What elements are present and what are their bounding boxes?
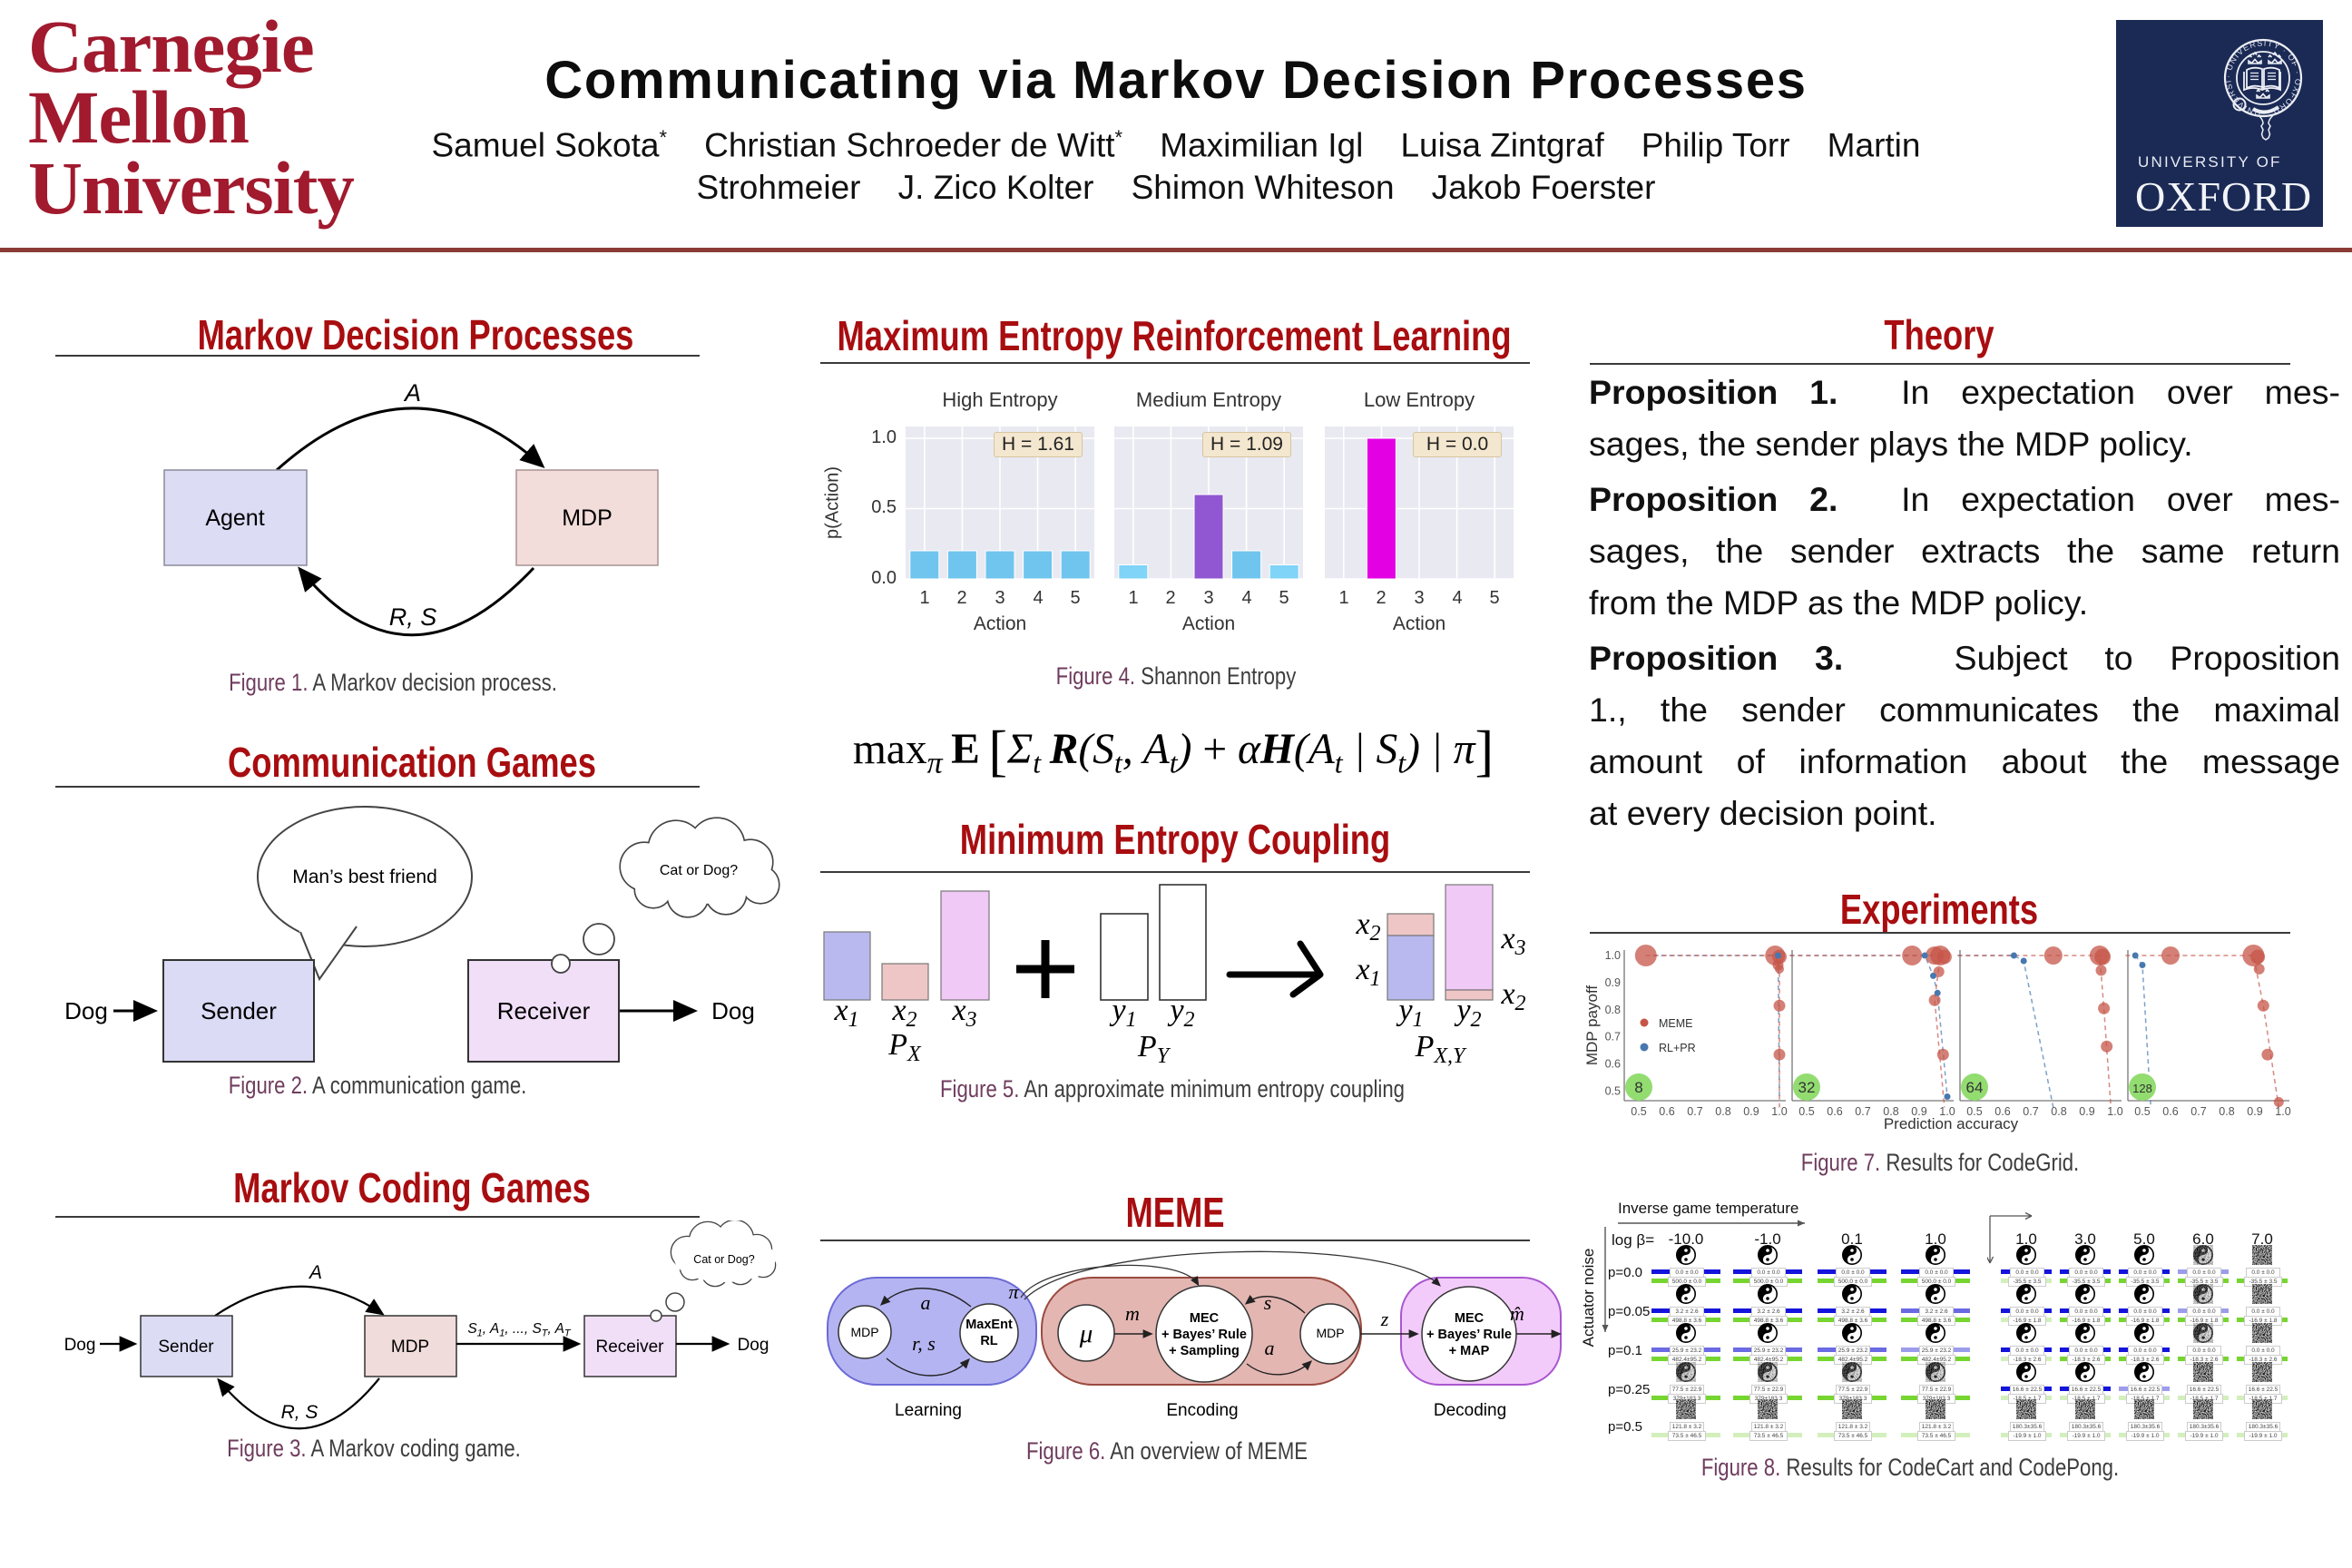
svg-text:0.8: 0.8 <box>1715 1105 1730 1118</box>
svg-text:R, S: R, S <box>281 1402 318 1423</box>
svg-text:y2: y2 <box>1454 994 1481 1032</box>
svg-text:0.6: 0.6 <box>1994 1105 2010 1118</box>
svg-text:0.9: 0.9 <box>2247 1105 2262 1118</box>
svg-text:x2: x2 <box>1500 977 1525 1015</box>
svg-text:+ Bayes’ Rule: + Bayes’ Rule <box>1161 1328 1247 1342</box>
svg-text:RL: RL <box>980 1334 997 1348</box>
svg-text:Learning: Learning <box>895 1401 962 1420</box>
svg-text:Sender: Sender <box>201 997 277 1024</box>
svg-text:+ Bayes’ Rule: + Bayes’ Rule <box>1426 1328 1512 1342</box>
svg-text:Dog: Dog <box>64 997 108 1024</box>
svg-text:0.7: 0.7 <box>1855 1105 1870 1118</box>
svg-text:0.6: 0.6 <box>1605 1058 1621 1071</box>
svg-text:x3: x3 <box>951 994 976 1032</box>
svg-text:s: s <box>1264 1291 1272 1314</box>
svg-text:MEME: MEME <box>1659 1017 1693 1030</box>
svg-text:0.8: 0.8 <box>1605 1004 1621 1016</box>
svg-text:0.5: 0.5 <box>1605 1085 1621 1098</box>
svg-text:r, s: r, s <box>912 1332 936 1355</box>
svg-text:Dog: Dog <box>64 1336 96 1355</box>
svg-text:0.8: 0.8 <box>2051 1105 2066 1118</box>
svg-text:+ Sampling: + Sampling <box>1169 1344 1240 1358</box>
svg-text:0.9: 0.9 <box>1911 1105 1926 1118</box>
svg-text:128: 128 <box>2132 1082 2152 1095</box>
svg-text:0.7: 0.7 <box>1687 1105 1702 1118</box>
svg-text:1.0: 1.0 <box>1939 1105 1955 1118</box>
svg-text:A: A <box>308 1262 322 1283</box>
svg-text:S1, A1, ..., ST, AT: S1, A1, ..., ST, AT <box>467 1321 572 1339</box>
svg-text:MDP: MDP <box>391 1338 429 1357</box>
svg-text:MDP: MDP <box>562 505 612 531</box>
svg-text:1.0: 1.0 <box>2107 1105 2122 1118</box>
svg-text:8: 8 <box>1634 1079 1642 1096</box>
svg-text:Cat or Dog?: Cat or Dog? <box>660 863 738 878</box>
svg-text:0.6: 0.6 <box>1659 1105 1674 1118</box>
svg-text:PX: PX <box>887 1028 922 1066</box>
svg-text:0.9: 0.9 <box>2079 1105 2094 1118</box>
svg-text:Dog: Dog <box>738 1336 769 1355</box>
svg-text:a: a <box>1265 1337 1275 1359</box>
svg-text:1.0: 1.0 <box>1605 949 1621 962</box>
svg-text:0.8: 0.8 <box>2219 1105 2234 1118</box>
svg-text:0.9: 0.9 <box>1605 976 1621 989</box>
svg-text:x1: x1 <box>1355 953 1380 991</box>
svg-text:μ: μ <box>1079 1319 1093 1348</box>
svg-text:0.7: 0.7 <box>2023 1105 2038 1118</box>
svg-text:Cat or Dog?: Cat or Dog? <box>693 1253 754 1266</box>
svg-text:A: A <box>403 379 421 407</box>
svg-text:OXFORD: OXFORD <box>2135 173 2312 220</box>
svg-text:R, S: R, S <box>389 603 437 631</box>
svg-text:0.9: 0.9 <box>1743 1105 1759 1118</box>
svg-text:UNIVERSITY OF: UNIVERSITY OF <box>2138 153 2282 171</box>
svg-text:y1: y1 <box>1396 994 1423 1032</box>
svg-text:Agent: Agent <box>205 505 264 531</box>
svg-text:MaxEnt: MaxEnt <box>965 1318 1013 1332</box>
svg-text:0.7: 0.7 <box>1605 1031 1621 1044</box>
svg-text:64: 64 <box>1966 1079 1984 1096</box>
svg-text:1.0: 1.0 <box>1771 1105 1787 1118</box>
svg-text:RL+PR: RL+PR <box>1659 1042 1696 1054</box>
svg-text:0.5: 0.5 <box>2134 1105 2150 1118</box>
svg-text:0.5: 0.5 <box>1966 1105 1982 1118</box>
svg-text:0.5: 0.5 <box>1798 1105 1814 1118</box>
svg-text:Sender: Sender <box>158 1338 214 1357</box>
svg-text:x2: x2 <box>1355 907 1380 946</box>
svg-text:+ MAP: + MAP <box>1449 1344 1490 1358</box>
svg-text:m: m <box>1125 1302 1140 1325</box>
svg-text:1.0: 1.0 <box>2275 1105 2290 1118</box>
svg-text:0.7: 0.7 <box>2190 1105 2206 1118</box>
svg-text:MEC: MEC <box>1190 1311 1220 1326</box>
svg-text:Encoding: Encoding <box>1166 1401 1238 1420</box>
svg-text:MDP: MDP <box>1316 1326 1344 1340</box>
svg-text:Decoding: Decoding <box>1434 1401 1506 1420</box>
svg-text:m̂: m̂ <box>1510 1302 1524 1325</box>
svg-text:Receiver: Receiver <box>596 1338 665 1357</box>
svg-text:z: z <box>1380 1308 1389 1330</box>
svg-text:x3: x3 <box>1500 922 1525 960</box>
svg-text:PY: PY <box>1137 1030 1171 1068</box>
svg-text:y2: y2 <box>1167 994 1194 1032</box>
svg-text:Dog: Dog <box>711 997 755 1024</box>
svg-text:Receiver: Receiver <box>497 997 591 1024</box>
svg-text:MEC: MEC <box>1455 1311 1485 1326</box>
svg-text:π: π <box>1008 1280 1019 1303</box>
svg-text:MDP: MDP <box>850 1325 878 1339</box>
svg-text:PX,Y: PX,Y <box>1415 1030 1467 1068</box>
svg-text:0.6: 0.6 <box>1827 1105 1842 1118</box>
svg-text:0.8: 0.8 <box>1883 1105 1898 1118</box>
svg-text:Man’s best friend: Man’s best friend <box>292 867 437 887</box>
svg-text:0.6: 0.6 <box>2162 1105 2178 1118</box>
svg-text:32: 32 <box>1798 1079 1816 1096</box>
svg-text:a: a <box>921 1291 931 1314</box>
svg-text:0.5: 0.5 <box>1631 1105 1646 1118</box>
